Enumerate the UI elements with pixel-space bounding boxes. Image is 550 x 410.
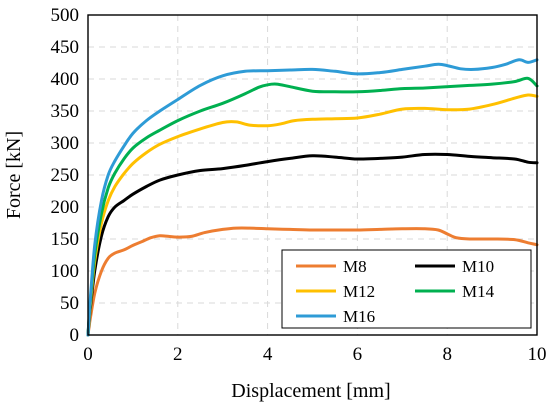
x-tick-label: 2: [173, 344, 183, 365]
series-line-m16: [86, 58, 539, 337]
x-tick-label: 4: [263, 344, 273, 365]
series-layer: [86, 58, 539, 337]
series-line-m14: [86, 76, 539, 337]
legend-label-m14: M14: [462, 282, 495, 301]
x-tick-label: 10: [528, 344, 547, 365]
y-tick-label: 500: [51, 5, 80, 26]
y-tick-label: 400: [51, 69, 80, 90]
y-axis-title: Force [kN]: [3, 131, 25, 219]
y-tick-label: 200: [51, 197, 80, 218]
y-tick-label: 150: [51, 229, 80, 250]
series-line-m10: [86, 152, 539, 337]
x-axis-title: Displacement [mm]: [231, 380, 390, 402]
series-line-m8: [86, 226, 539, 337]
legend-label-m10: M10: [462, 257, 494, 276]
y-tick-label: 300: [51, 133, 80, 154]
legend-label-m8: M8: [343, 257, 367, 276]
legend-label-m16: M16: [343, 307, 375, 326]
x-tick-label: 0: [83, 344, 93, 365]
y-tick-label: 0: [70, 325, 80, 346]
x-tick-label: 6: [353, 344, 363, 365]
y-tick-label: 350: [51, 101, 80, 122]
legend-items: M8 M10 M12 M14 M16: [296, 257, 495, 326]
series-line-m12: [86, 93, 539, 337]
legend: M8 M10 M12 M14 M16: [281, 249, 532, 329]
x-tick-label: 8: [442, 344, 452, 365]
y-tick-label: 450: [51, 37, 80, 58]
y-tick-label: 250: [51, 165, 80, 186]
axes: [87, 14, 538, 336]
y-tick-label: 100: [51, 261, 80, 282]
legend-label-m12: M12: [343, 282, 375, 301]
plot-frame: [87, 14, 538, 336]
y-tick-label: 50: [60, 293, 79, 314]
